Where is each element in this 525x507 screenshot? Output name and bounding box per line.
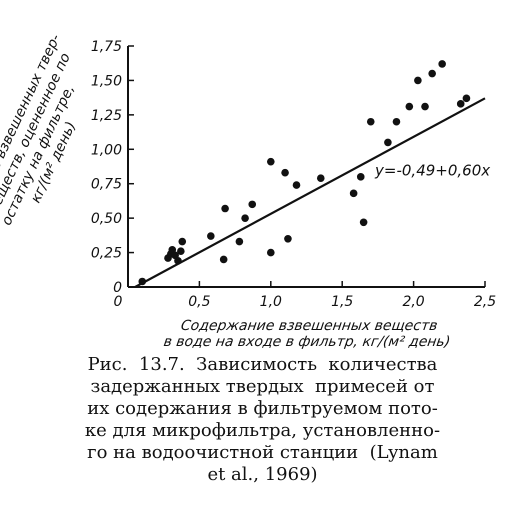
data-points — [138, 60, 471, 286]
data-point — [356, 173, 365, 181]
y-tick-label: 1,50 — [91, 73, 122, 89]
data-point — [178, 237, 187, 246]
data-point — [349, 189, 358, 198]
data-point — [428, 69, 436, 78]
trendline: y=-0,49+0,60x — [134, 97, 490, 288]
trendline-line — [134, 97, 486, 288]
trendline-equation: y=-0,49+0,60x — [374, 161, 490, 179]
x-tick-label: 1,0 — [260, 294, 282, 310]
x-tick-label: 0 — [114, 294, 123, 310]
caption-line: ке для микрофильтра, установленно- — [84, 420, 441, 441]
data-point — [207, 232, 215, 240]
x-axis-label-line: Содержание взвешенных веществ — [180, 318, 439, 334]
plot-area — [127, 46, 485, 288]
data-point — [414, 76, 422, 85]
figure-caption: Рис. 13.7. Зависимость количества задерж… — [0, 354, 525, 486]
y-tick-label: 0,25 — [91, 246, 122, 262]
data-point — [366, 117, 375, 126]
data-point — [267, 157, 275, 166]
x-tick-label: 0,5 — [188, 294, 210, 310]
data-point — [267, 248, 275, 257]
caption-line: et al., 1969) — [207, 464, 318, 485]
y-tick-label: 1,25 — [91, 108, 122, 124]
data-point — [281, 168, 289, 177]
x-tick-label: 1,5 — [331, 294, 353, 310]
data-point — [219, 255, 228, 264]
caption-line: задержанных твердых примесей от — [90, 376, 435, 397]
data-point — [421, 102, 429, 111]
scatter-chart: 0 0,25 0,50 0,75 1,00 1,25 1,50 1,75 0 0,5 1,0 1,5… — [0, 32, 496, 350]
y-tick-label: 0,75 — [91, 177, 122, 193]
x-axis-ticks: 0 0,5 1,0 1,5 2,0 2,5 — [114, 281, 496, 310]
data-point — [405, 102, 414, 111]
data-point — [316, 174, 325, 183]
data-point — [462, 94, 471, 103]
x-tick-label: 2,5 — [474, 294, 496, 310]
x-axis-label-line: в воде на входе в фильтр, кг/(м² день) — [163, 334, 452, 350]
data-point — [284, 235, 292, 243]
caption-line: их содержания в фильтруемом пото- — [87, 398, 438, 419]
y-tick-label: 0,50 — [91, 211, 122, 227]
y-axis-ticks: 0 0,25 0,50 0,75 1,00 1,25 1,50 1,75 — [91, 39, 134, 296]
data-point — [384, 138, 392, 147]
data-point — [456, 100, 465, 108]
data-point — [359, 218, 368, 227]
data-point — [248, 200, 257, 209]
data-point — [241, 214, 249, 222]
data-point — [292, 181, 301, 189]
y-tick-label: 0 — [113, 280, 122, 296]
data-point — [438, 60, 446, 68]
data-point — [235, 237, 244, 246]
y-tick-label: 1,00 — [91, 142, 122, 158]
data-point — [221, 204, 229, 213]
caption-line: Рис. 13.7. Зависимость количества — [87, 354, 438, 375]
y-tick-label: 1,75 — [91, 39, 122, 55]
data-point — [392, 117, 401, 126]
data-point — [177, 247, 185, 255]
caption-line: го на водоочистной станции (Lynam — [87, 442, 438, 463]
x-tick-label: 2,0 — [402, 294, 424, 310]
